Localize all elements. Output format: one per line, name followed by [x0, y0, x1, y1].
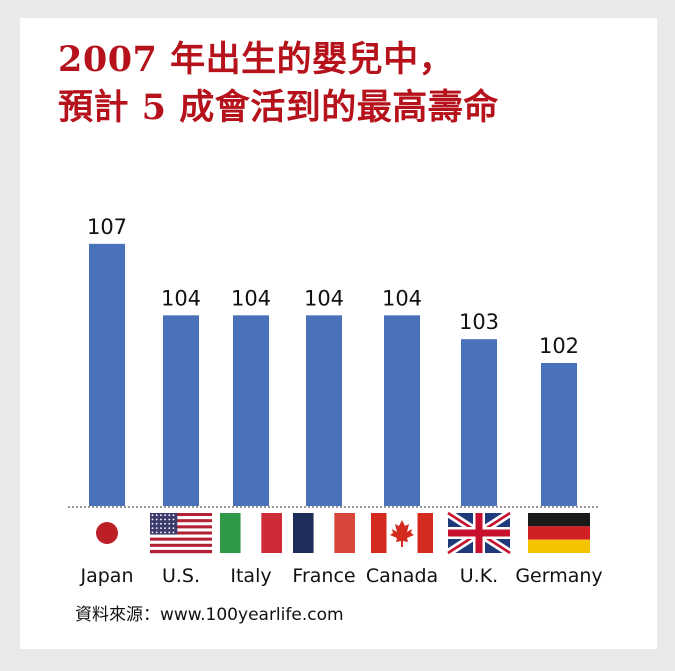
flag-cross-red [448, 529, 510, 537]
flag-star [155, 518, 158, 521]
flag-band [240, 513, 262, 553]
flag-star [168, 527, 171, 529]
data-label: 103 [459, 310, 499, 334]
flag-band [528, 526, 590, 540]
flag-star [151, 531, 154, 534]
flag-stripe [150, 546, 212, 551]
flag-star [164, 518, 167, 521]
data-label: 104 [231, 286, 271, 310]
flag-star [168, 514, 171, 517]
flag-star [172, 518, 175, 521]
bar-us [163, 315, 199, 506]
flag-star [164, 527, 167, 529]
flag-star [164, 531, 167, 534]
flag-star [160, 522, 162, 525]
flag-star [151, 518, 154, 521]
flag-stripe [150, 525, 212, 529]
italy-flag [220, 513, 282, 553]
category-label: Germany [515, 565, 602, 587]
flag-stripe [150, 534, 212, 538]
flag-star [172, 514, 175, 517]
flag-star [164, 514, 167, 517]
data-label: 107 [87, 215, 127, 239]
category-label: France [292, 565, 355, 587]
flag-star [155, 527, 158, 529]
flag-disc [96, 522, 118, 544]
title-line-2: 預計 5 成會活到的最高壽命 [58, 87, 499, 128]
flag-star [164, 522, 167, 525]
flag-band [293, 513, 314, 553]
data-label: 104 [382, 286, 422, 310]
flag-star [160, 531, 162, 534]
usa-flag [150, 513, 212, 554]
flag-star [168, 531, 171, 534]
canada-flag [371, 513, 433, 553]
flag-stripe [150, 540, 212, 544]
flag-stripe [150, 528, 212, 532]
flag-band [528, 539, 590, 553]
chart-title: 2007 年出生的嬰兒中， 預計 5 成會活到的最高壽命 [58, 36, 499, 132]
flag-canton [150, 513, 178, 535]
category-label: Japan [80, 565, 134, 587]
flag-stripe [150, 549, 212, 554]
france-flag [293, 513, 355, 553]
bar-canada [384, 315, 420, 506]
bar-france [306, 315, 342, 506]
flag-stripe [150, 519, 212, 523]
bar-italy [233, 315, 269, 506]
flag-stripe [150, 522, 212, 526]
flag-band [220, 513, 241, 553]
flag-star [168, 522, 171, 525]
germany-flag [528, 513, 590, 553]
flag-star [160, 514, 162, 517]
flag-stripe [150, 531, 212, 535]
bar-germany [541, 363, 577, 506]
flag-star [172, 527, 175, 529]
data-label: 102 [539, 334, 579, 358]
flag-band [528, 513, 590, 527]
flag-star [172, 522, 175, 525]
flag-star [151, 527, 154, 529]
japan-flag [76, 513, 138, 553]
flag-band [261, 513, 282, 553]
flag-stripe [150, 543, 212, 548]
category-label: U.S. [162, 565, 200, 587]
category-label: U.K. [460, 565, 498, 587]
flag-band [371, 513, 387, 553]
flag-star [155, 522, 158, 525]
category-label: Canada [366, 565, 438, 587]
maple-leaf-icon [390, 520, 414, 547]
uk-flag [445, 509, 513, 557]
flag-stripe [150, 513, 212, 517]
flag-star [151, 514, 154, 517]
flag-band [313, 513, 335, 553]
flag-star [160, 518, 162, 521]
flag-star [172, 531, 175, 534]
bar-uk [461, 339, 497, 506]
flag-band [417, 513, 433, 553]
bar-japan [89, 243, 125, 507]
flag-star [160, 527, 162, 529]
flag-star [168, 518, 171, 521]
category-label: Italy [230, 565, 271, 587]
flag-star [155, 514, 158, 517]
title-line-1: 2007 年出生的嬰兒中， [58, 39, 455, 80]
flag-stripe [150, 537, 212, 541]
data-label: 104 [161, 286, 201, 310]
flag-star [155, 531, 158, 534]
flag-band [334, 513, 355, 553]
flag-star [151, 522, 154, 525]
source-note: 資料來源：www.100yearlife.com [75, 605, 344, 625]
flag-stripe [150, 516, 212, 520]
data-label: 104 [304, 286, 344, 310]
